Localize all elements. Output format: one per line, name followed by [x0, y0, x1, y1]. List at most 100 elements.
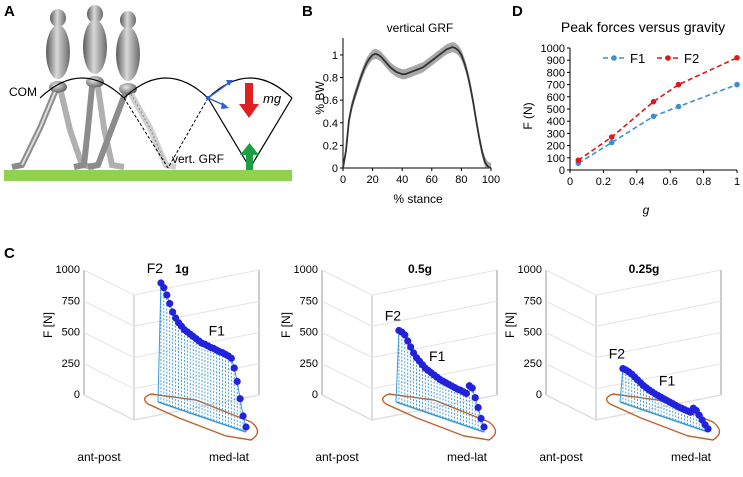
chart-b-sd-band: [343, 41, 491, 168]
chart-c-z-tick-label: 500: [62, 327, 80, 339]
velocity-arrowhead-2: [221, 102, 229, 109]
chart-b: 0 20 40 60 80 100 0 0.2 0.4 0.6 0.8 1: [323, 38, 500, 186]
chart-b-x-tick-label: 100: [482, 174, 500, 186]
chart-c-z-tick-label: 250: [300, 358, 318, 370]
chart-c-force-point: [704, 425, 712, 433]
chart-c-peak-label-f2: F2: [609, 346, 626, 362]
chart-d-x-tick-label: 1: [734, 176, 740, 188]
chart-c-z-tick-label: 500: [300, 327, 318, 339]
chart-c-force-point: [477, 414, 485, 423]
chart-d-y-tick-label: 100: [547, 153, 565, 165]
chart-b-y-tick-label: 0.2: [323, 140, 338, 152]
chart-b-x-tick-label: 0: [340, 174, 346, 186]
chart-d-series-F1-line: [577, 83, 738, 164]
chart-c-peak-label-f2: F2: [147, 260, 164, 276]
chart-c-gridline: [321, 363, 498, 390]
chart-d: 0 0.2 0.4 0.6 0.8 1 01002003004005006007008009…: [541, 43, 741, 188]
chart-c-z-tick-label: 1000: [56, 264, 80, 276]
chart-c-floor-edge: [321, 394, 498, 421]
chart-d-y-tick-label: 600: [547, 92, 565, 104]
chart-c-z-tick-label: 500: [524, 327, 542, 339]
chart-c-side-edges: [83, 270, 260, 395]
chart-c-1g: 1g 0 250 500 750 1000 F [N] ant-post med-lat F2 F1: [41, 260, 260, 464]
chart-d-x-tick-label: 0.8: [696, 176, 711, 188]
chart-c-z-tick-label: 250: [524, 358, 542, 370]
chart-c-force-point: [169, 308, 177, 316]
ground: [4, 170, 292, 181]
chart-b-y-tick-label: 1: [332, 50, 338, 62]
chart-c-footprint: [381, 393, 497, 441]
chart-d-y-tick-label: 400: [547, 116, 565, 128]
chart-c-force-point: [471, 394, 479, 402]
chart-c-force-point: [160, 284, 168, 292]
chart-c-z-tick-label: 750: [300, 295, 318, 307]
chart-b-x-tick-label: 20: [366, 174, 378, 186]
panel-letter-d: D: [512, 3, 523, 20]
chart-c-ylabel: F [N]: [279, 312, 293, 338]
chart-c-z-tick-label: 750: [524, 295, 542, 307]
chart-d-y-tick-label: 900: [547, 55, 565, 67]
com-arc-2: [123, 77, 209, 99]
chart-c-gridline: [321, 300, 498, 327]
chart-d-ylabel: F (N): [521, 102, 535, 129]
chart-c-z-tick-label: 1000: [294, 264, 318, 276]
chart-c-z-tick-label: 750: [62, 295, 80, 307]
chart-c-ml-label: med-lat: [209, 450, 250, 464]
chart-c-force-point: [239, 412, 247, 420]
chart-d-y-tick-label: 500: [547, 104, 565, 116]
panel-letter-c: C: [4, 245, 15, 262]
chart-d-series-F2-point: [650, 98, 657, 105]
chart-c-force-point: [233, 377, 241, 386]
chart-c-title: 0.5g: [408, 262, 432, 276]
gravity-label: mg: [263, 91, 282, 106]
chart-d-series-F2-point: [608, 134, 615, 140]
chart-d-y-tick-label: 800: [547, 67, 565, 79]
chart-c-title: 0.25g: [629, 262, 660, 276]
chart-d-series-F2-point: [675, 81, 682, 88]
chart-d-series-F2-line: [577, 57, 738, 161]
com-point: [206, 96, 210, 100]
chart-c-ylabel: F [N]: [41, 312, 55, 338]
chart-c-ap-label: ant-post: [77, 450, 121, 464]
panel-letter-b: B: [302, 3, 313, 20]
chart-d-x-tick-label: 0.4: [629, 176, 644, 188]
chart-d-series-F1-point: [675, 103, 682, 110]
chart-d-legend-label: F1: [630, 51, 645, 66]
chart-c-force-point: [468, 384, 476, 392]
chart-c-ml-label: med-lat: [671, 450, 712, 464]
chart-c-peak-label-f1: F1: [209, 323, 226, 339]
walker-figures: [11, 5, 177, 170]
chart-d-y-tick-label: 1000: [541, 43, 565, 55]
chart-d-title: Peak forces versus gravity: [561, 19, 725, 35]
walker-1: [11, 9, 95, 170]
chart-d-y-tick-label: 200: [547, 141, 565, 153]
chart-c-05g: 0.5g 0 250 500 750 1000 F [N] ant-post med-lat F2…: [279, 262, 498, 464]
chart-c-gridline: [83, 394, 260, 421]
chart-c-ylabel: F [N]: [503, 312, 517, 338]
chart-c-gridline: [321, 332, 498, 359]
velocity-arrow-1: [207, 81, 231, 99]
trajectory-arrows: [206, 80, 233, 109]
chart-b-y-tick-label: 0.4: [323, 118, 338, 130]
grf-arrow-shaft: [246, 153, 253, 170]
com-arc-1: [39, 77, 125, 99]
pendulum-leg-solid: [207, 97, 251, 169]
chart-d-y-tick-label: 0: [559, 165, 565, 177]
chart-d-xlabel: g: [643, 203, 650, 217]
chart-c-force-point: [462, 389, 470, 398]
chart-d-series-F1-point: [608, 139, 615, 146]
chart-c-gridline: [321, 269, 498, 296]
panel-b: B vertical GRF 0 20 40 60 80 100 0 0.2 0.4 0.6 0.8…: [302, 3, 500, 206]
chart-c-side-edges: [321, 270, 498, 395]
chart-b-x-tick-label: 60: [426, 174, 438, 186]
chart-d-y-tick-label: 700: [547, 80, 565, 92]
walker-3: [87, 11, 177, 170]
chart-c-gridline: [545, 332, 722, 359]
chart-c-force-point: [407, 343, 415, 351]
chart-d-series-F2-point: [575, 157, 582, 164]
chart-b-y-tick-label: 0.6: [323, 95, 338, 107]
chart-c-gridline: [545, 269, 722, 296]
chart-c-force-point: [242, 423, 250, 431]
chart-c-force-point: [480, 423, 488, 431]
